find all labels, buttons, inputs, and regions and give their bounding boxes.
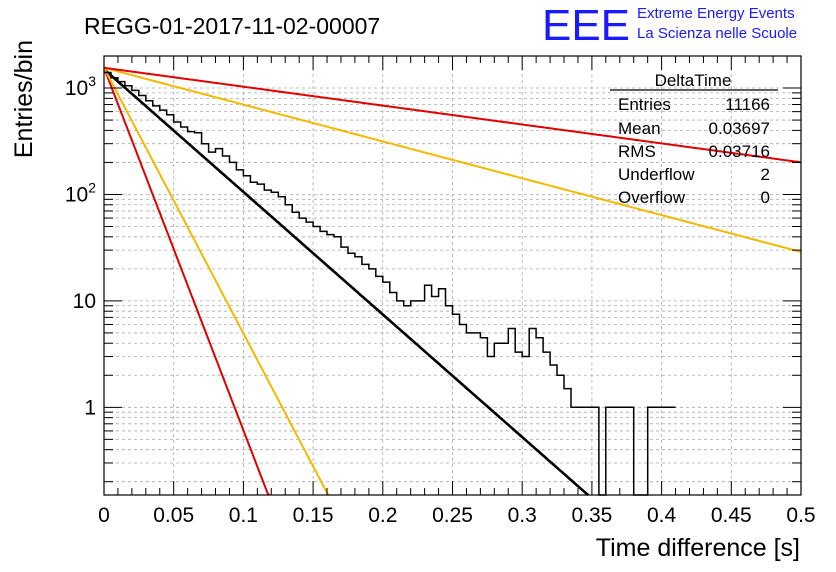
tick-labels: 0 0.05 0.1 0.15 0.2 0.25 0.3 0.35 0.4 0.45 0.5 103 1… bbox=[65, 73, 816, 527]
eee-logo: EEE bbox=[542, 1, 630, 50]
fit-curve-3 bbox=[103, 66, 802, 253]
logo-line-1: Extreme Energy Events bbox=[637, 5, 795, 22]
y-axis-title: Entries/bin bbox=[10, 40, 38, 158]
grid bbox=[104, 55, 801, 495]
x-tick-label: 0.2 bbox=[368, 504, 397, 527]
fit-curve-4 bbox=[103, 66, 802, 164]
x-tick-label: 0.15 bbox=[293, 504, 334, 527]
x-tick-label: 0.3 bbox=[508, 504, 537, 527]
stats-label-overflow: Overflow bbox=[618, 188, 686, 207]
logo-line-2: La Scienza nelle Scuole bbox=[637, 25, 797, 42]
stats-value-rms: 0.03716 bbox=[709, 142, 770, 161]
axis-ticks bbox=[103, 55, 802, 495]
x-axis-title: Time difference [s] bbox=[596, 534, 800, 562]
run-title: REGG-01-2017-11-02-00007 bbox=[84, 13, 380, 39]
fit-curve-0 bbox=[103, 68, 590, 497]
x-tick-label: 0.05 bbox=[153, 504, 194, 527]
x-tick-label: 0 bbox=[98, 504, 110, 527]
y-tick-label: 102 bbox=[65, 179, 96, 206]
fit-curves bbox=[103, 66, 802, 497]
x-tick-label: 0.25 bbox=[432, 504, 473, 527]
x-tick-label: 0.4 bbox=[647, 504, 677, 527]
x-tick-label: 0.45 bbox=[711, 504, 752, 527]
fit-curve-2 bbox=[103, 67, 330, 496]
stats-value-entries: 11166 bbox=[725, 95, 770, 114]
stats-label-rms: RMS bbox=[618, 142, 656, 161]
y-tick-label: 103 bbox=[65, 73, 96, 100]
stats-value-overflow: 0 bbox=[761, 188, 770, 207]
stats-box: DeltaTime Entries 11166 Mean 0.03697 RMS… bbox=[610, 71, 778, 207]
stats-value-mean: 0.03697 bbox=[709, 119, 770, 138]
stats-title: DeltaTime bbox=[655, 71, 732, 90]
histogram bbox=[104, 71, 676, 496]
y-tick-label: 10 bbox=[73, 290, 96, 313]
stats-label-mean: Mean bbox=[618, 119, 661, 138]
x-tick-label: 0.5 bbox=[786, 504, 815, 527]
histogram-steps bbox=[104, 71, 676, 496]
x-tick-label: 0.1 bbox=[229, 504, 258, 527]
stats-label-entries: Entries bbox=[618, 95, 671, 114]
y-tick-label: 1 bbox=[84, 396, 96, 419]
fit-curve-1 bbox=[103, 67, 271, 496]
x-tick-label: 0.35 bbox=[571, 504, 612, 527]
stats-label-underflow: Underflow bbox=[618, 165, 695, 184]
stats-value-underflow: 2 bbox=[761, 165, 770, 184]
